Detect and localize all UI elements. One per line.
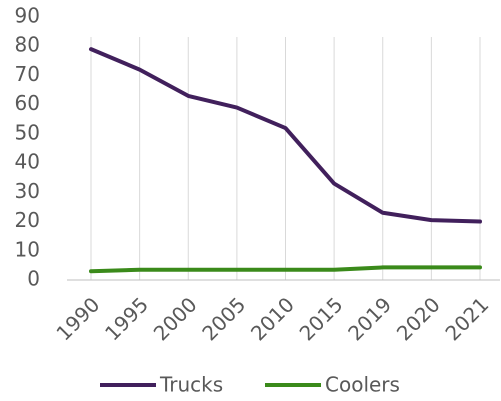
y-tick-label: 0 <box>27 267 40 291</box>
y-tick-label: 10 <box>15 237 40 261</box>
y-tick-label: 90 <box>15 4 40 28</box>
y-tick-label: 70 <box>15 62 40 86</box>
x-tick-label: 1995 <box>100 292 153 345</box>
y-tick-label: 80 <box>15 33 40 57</box>
y-tick-label: 20 <box>15 208 40 232</box>
x-tick-label: 2010 <box>246 292 299 345</box>
x-tick-label: 2019 <box>343 292 396 345</box>
legend-label: Trucks <box>159 373 223 397</box>
line-series <box>89 47 482 224</box>
x-tick-label: 2021 <box>440 292 493 345</box>
x-tick-label: 2020 <box>392 292 445 345</box>
legend-label: Coolers <box>325 373 400 397</box>
x-tick-label: 2005 <box>197 292 250 345</box>
y-tick-label: 40 <box>15 150 40 174</box>
x-tick-label: 2015 <box>295 292 348 345</box>
x-tick-label: 1990 <box>51 292 104 345</box>
y-tick-label: 60 <box>15 91 40 115</box>
y-tick-label: 50 <box>15 120 40 144</box>
y-tick-label: 30 <box>15 179 40 203</box>
line-series <box>89 265 482 274</box>
x-tick-label: 2000 <box>149 292 202 345</box>
